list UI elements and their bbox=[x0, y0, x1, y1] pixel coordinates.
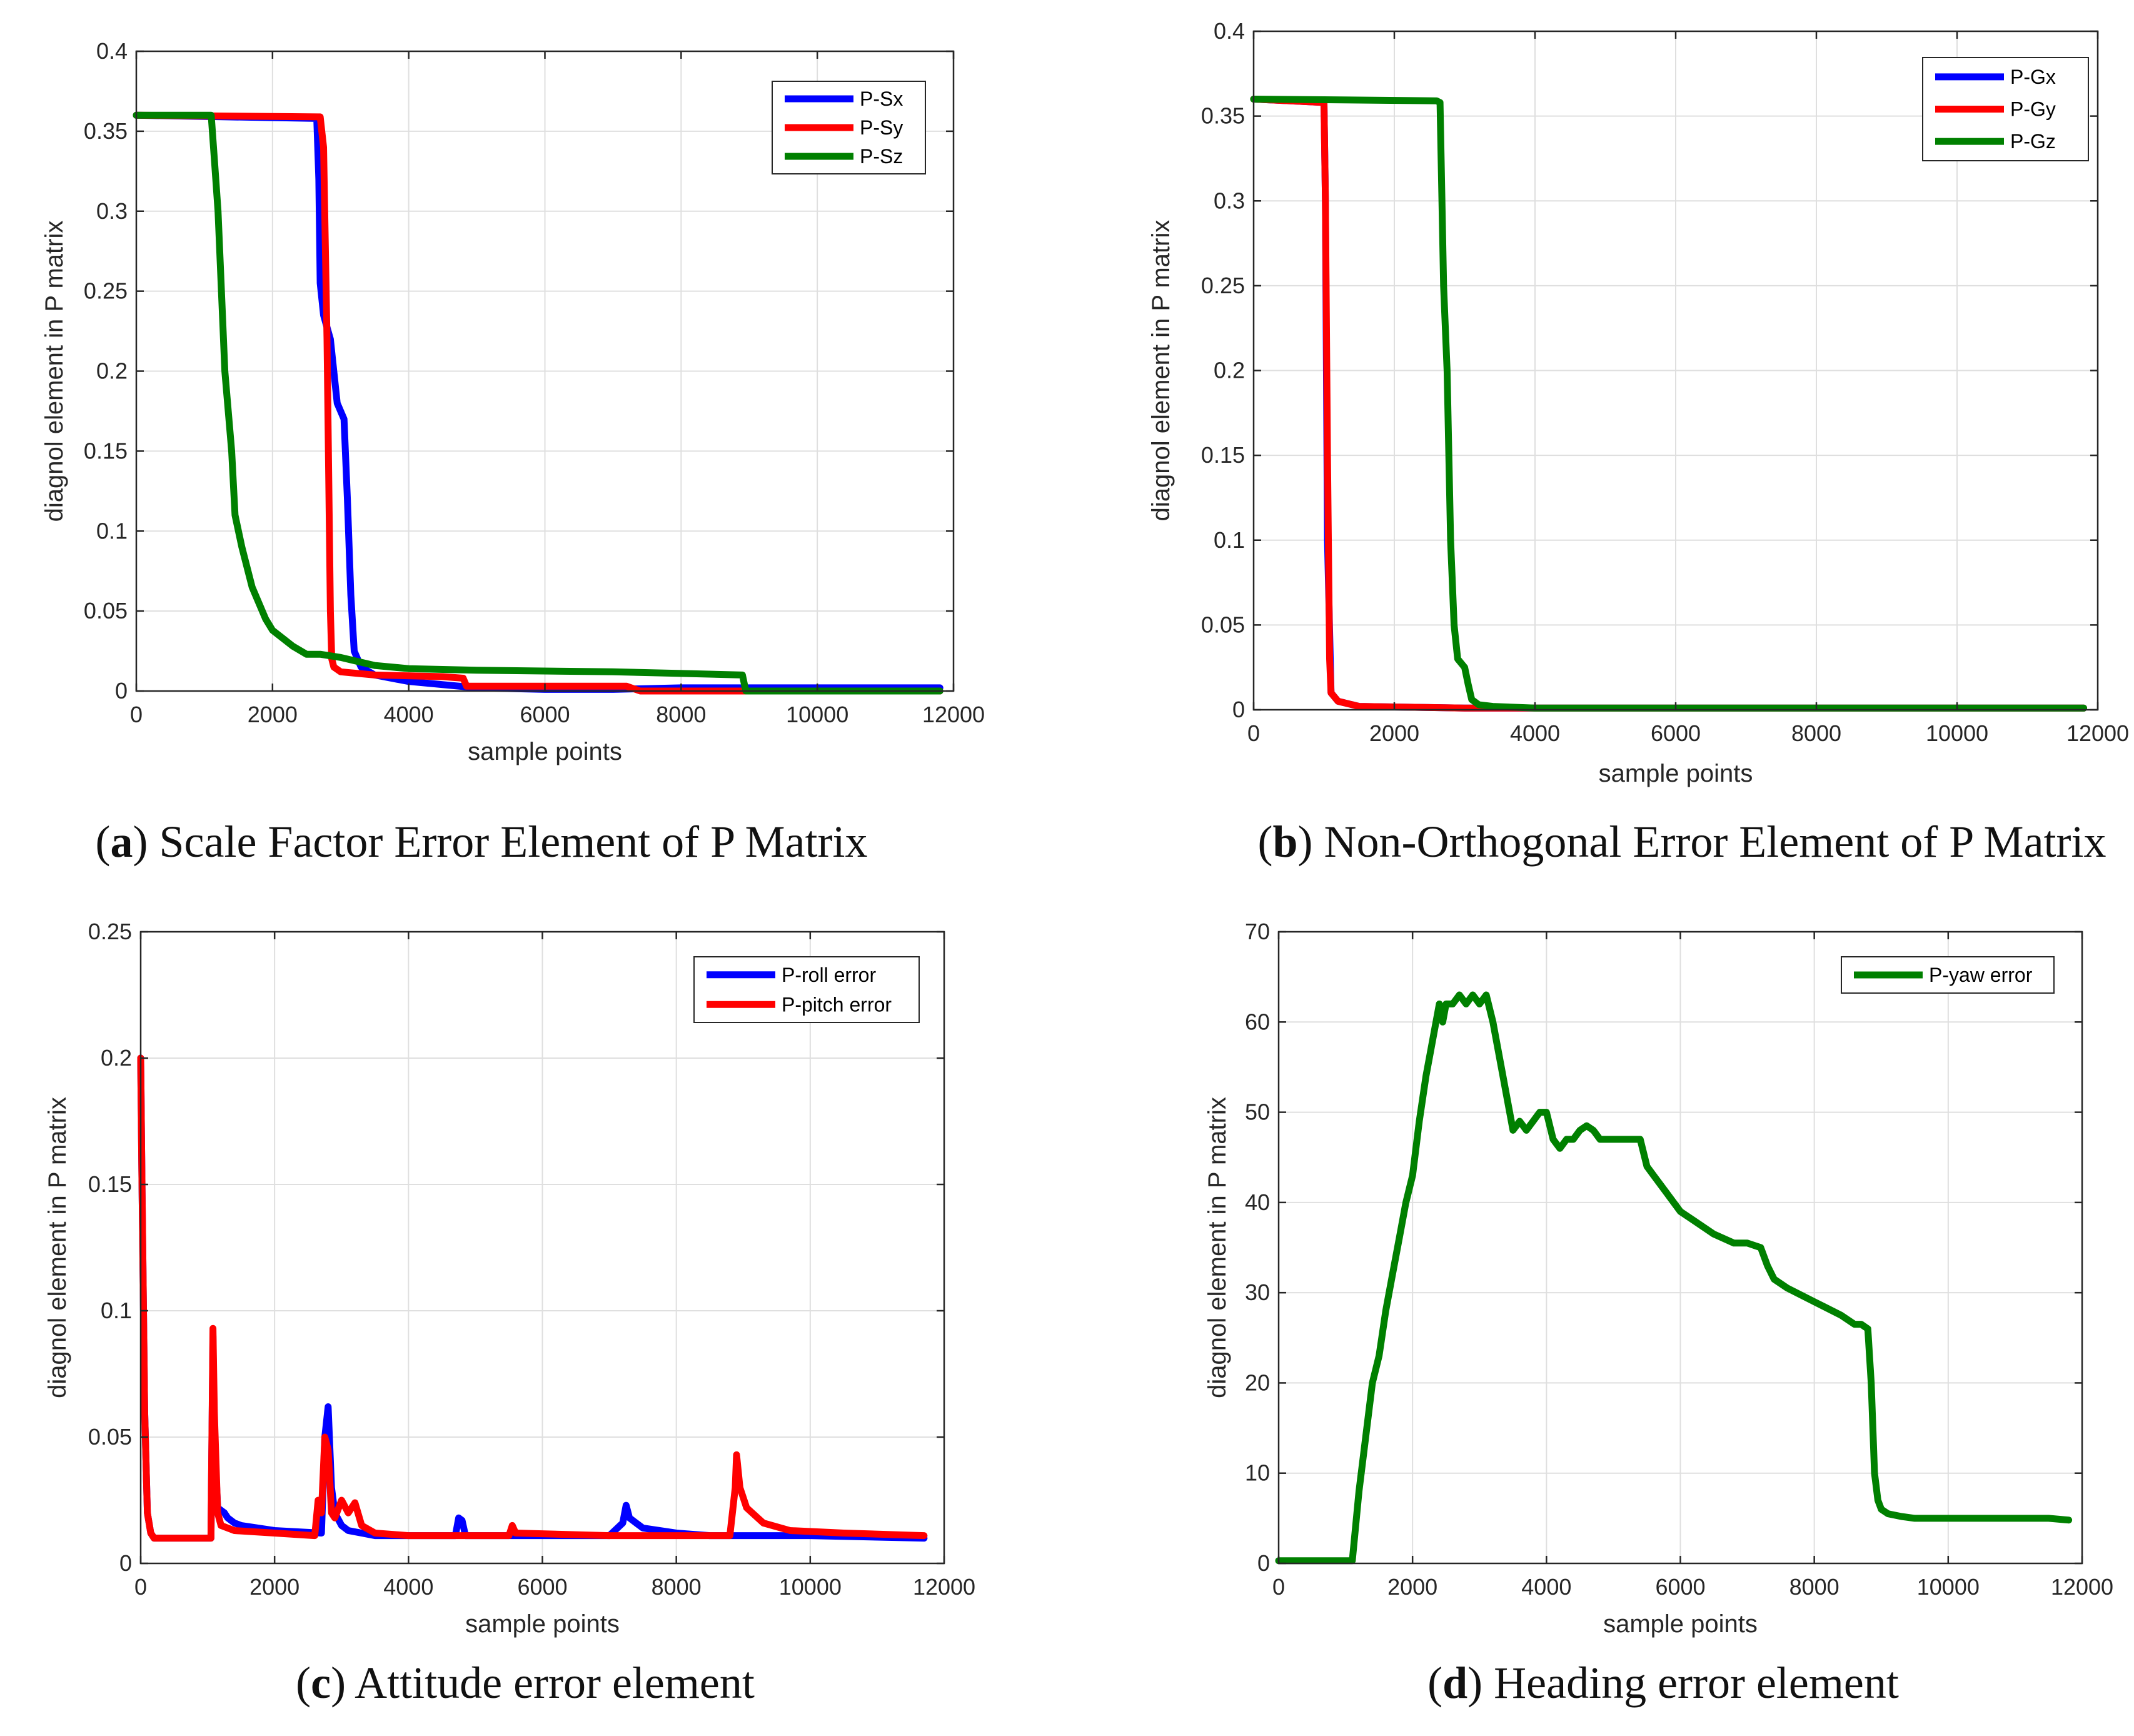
legend: P-roll error P-pitch error bbox=[693, 956, 920, 1023]
caption-a: (a) Scale Factor Error Element of P Matr… bbox=[96, 817, 868, 867]
legend-label: P-Sz bbox=[860, 145, 903, 168]
y-axis-label: diagnol element in P matrix bbox=[41, 221, 68, 522]
y-tick-label: 0.05 bbox=[88, 1424, 132, 1450]
y-tick-label: 0.15 bbox=[1201, 442, 1245, 468]
legend: P-Gx P-Gy P-Gz bbox=[1922, 57, 2089, 161]
y-tick-label: 0 bbox=[1257, 1550, 1270, 1576]
y-axis-label: diagnol element in P matrix bbox=[1204, 1097, 1231, 1398]
x-tick-label: 0 bbox=[130, 702, 143, 727]
x-tick-label: 0 bbox=[134, 1574, 147, 1600]
y-tick-label: 40 bbox=[1245, 1189, 1270, 1215]
legend-label: P-yaw error bbox=[1929, 964, 2033, 986]
y-tick-label: 0.15 bbox=[84, 438, 128, 463]
x-tick-label: 12000 bbox=[922, 702, 985, 727]
x-tick-label: 10000 bbox=[786, 702, 848, 727]
y-axis-label: diagnol element in P matrix bbox=[1147, 220, 1175, 522]
series-line-p-pitch-error bbox=[137, 1054, 928, 1542]
x-tick-label: 2000 bbox=[1369, 720, 1419, 746]
x-tick-label: 12000 bbox=[2066, 720, 2129, 746]
x-tick-label: 2000 bbox=[1387, 1574, 1437, 1600]
y-tick-label: 0 bbox=[119, 1550, 132, 1576]
caption-b: (b) Non-Orthogonal Error Element of P Ma… bbox=[1257, 817, 2106, 867]
series-line-p-yaw-error bbox=[1275, 991, 2073, 1565]
y-tick-label: 60 bbox=[1245, 1009, 1270, 1034]
legend-label: P-Sy bbox=[860, 116, 903, 139]
chart-panel-d: 0 2000 4000 6000 8000 10000 12000 0 10 20 30 40 50 60… bbox=[1204, 919, 2113, 1638]
legend: P-Sx P-Sy P-Sz bbox=[772, 81, 926, 174]
y-tick-label: 0.25 bbox=[1201, 273, 1245, 298]
y-tick-label: 0.25 bbox=[84, 278, 128, 304]
x-tick-label: 6000 bbox=[517, 1574, 567, 1600]
x-tick-label: 6000 bbox=[1655, 1574, 1705, 1600]
series-line-p-gz bbox=[1250, 96, 2087, 712]
x-tick-label: 12000 bbox=[913, 1574, 975, 1600]
y-tick-label: 0.15 bbox=[88, 1171, 132, 1197]
y-tick-label: 10 bbox=[1245, 1460, 1270, 1486]
y-tick-label: 70 bbox=[1245, 919, 1270, 944]
x-tick-label: 8000 bbox=[1789, 1574, 1840, 1600]
y-tick-label: 50 bbox=[1245, 1099, 1270, 1125]
x-tick-label: 8000 bbox=[656, 702, 706, 727]
x-tick-label: 4000 bbox=[1521, 1574, 1571, 1600]
y-tick-label: 0.1 bbox=[101, 1298, 132, 1323]
y-tick-label: 0.35 bbox=[84, 118, 128, 144]
legend-box bbox=[693, 956, 920, 1023]
y-tick-label: 20 bbox=[1245, 1370, 1270, 1395]
y-tick-label: 0.05 bbox=[84, 598, 128, 623]
x-tick-label: 0 bbox=[1247, 720, 1260, 746]
x-tick-label: 2000 bbox=[249, 1574, 299, 1600]
series-line-p-gy bbox=[1250, 96, 2087, 712]
y-tick-label: 0.4 bbox=[1214, 18, 1245, 44]
y-tick-label: 0.4 bbox=[96, 38, 128, 64]
y-tick-label: 0.3 bbox=[1214, 188, 1245, 213]
y-tick-label: 0.35 bbox=[1201, 103, 1245, 129]
chart-panel-b: 0 2000 4000 6000 8000 10000 12000 0 0.05 0.1 0.15 0… bbox=[1147, 18, 2129, 787]
x-tick-label: 12000 bbox=[2051, 1574, 2113, 1600]
legend: P-yaw error bbox=[1841, 956, 2055, 994]
y-tick-label: 0 bbox=[115, 678, 128, 704]
y-tick-label: 30 bbox=[1245, 1279, 1270, 1305]
legend-label: P-Gy bbox=[2010, 98, 2056, 121]
x-tick-label: 2000 bbox=[248, 702, 298, 727]
y-tick-label: 0.2 bbox=[1214, 358, 1245, 383]
x-tick-label: 10000 bbox=[1926, 720, 1988, 746]
x-tick-label: 4000 bbox=[384, 702, 434, 727]
x-axis-label: sample points bbox=[465, 1610, 620, 1638]
legend-label: P-pitch error bbox=[782, 993, 892, 1016]
x-axis-label: sample points bbox=[1599, 760, 1753, 787]
y-tick-label: 0.05 bbox=[1201, 612, 1245, 637]
caption-d: (d) Heading error element bbox=[1427, 1658, 1899, 1708]
x-tick-label: 8000 bbox=[1791, 720, 1841, 746]
series-line-p-sy bbox=[133, 111, 944, 695]
x-axis-label: sample points bbox=[1603, 1610, 1758, 1638]
x-tick-label: 4000 bbox=[383, 1574, 433, 1600]
x-tick-label: 10000 bbox=[779, 1574, 842, 1600]
y-tick-label: 0 bbox=[1232, 697, 1245, 722]
y-tick-label: 0.2 bbox=[101, 1045, 132, 1071]
y-tick-label: 0.2 bbox=[96, 358, 128, 384]
x-tick-label: 10000 bbox=[1917, 1574, 1980, 1600]
y-axis-label: diagnol element in P matrix bbox=[44, 1097, 71, 1398]
x-tick-label: 6000 bbox=[1651, 720, 1701, 746]
caption-c: (c) Attitude error element bbox=[296, 1658, 755, 1708]
y-tick-label: 0.25 bbox=[88, 919, 132, 944]
legend-label: P-Sx bbox=[860, 88, 903, 110]
chart-panel-c: 0 2000 4000 6000 8000 10000 12000 0 0.05 0.1 0.15 0… bbox=[44, 919, 975, 1638]
x-tick-label: 0 bbox=[1272, 1574, 1285, 1600]
x-tick-label: 6000 bbox=[520, 702, 570, 727]
x-axis-label: sample points bbox=[468, 738, 622, 765]
x-tick-label: 4000 bbox=[1510, 720, 1560, 746]
legend-label: P-Gz bbox=[2010, 130, 2056, 153]
y-tick-label: 0.3 bbox=[96, 198, 128, 224]
legend-label: P-roll error bbox=[782, 964, 876, 986]
x-tick-label: 8000 bbox=[652, 1574, 702, 1600]
y-tick-label: 0.1 bbox=[96, 518, 128, 543]
y-tick-label: 0.1 bbox=[1214, 527, 1245, 553]
legend-label: P-Gx bbox=[2010, 66, 2056, 88]
series-line-p-sz bbox=[133, 111, 944, 695]
chart-panel-a: 0 2000 4000 6000 8000 10000 12000 0 0.05 0.1 0.15 0… bbox=[41, 38, 985, 765]
